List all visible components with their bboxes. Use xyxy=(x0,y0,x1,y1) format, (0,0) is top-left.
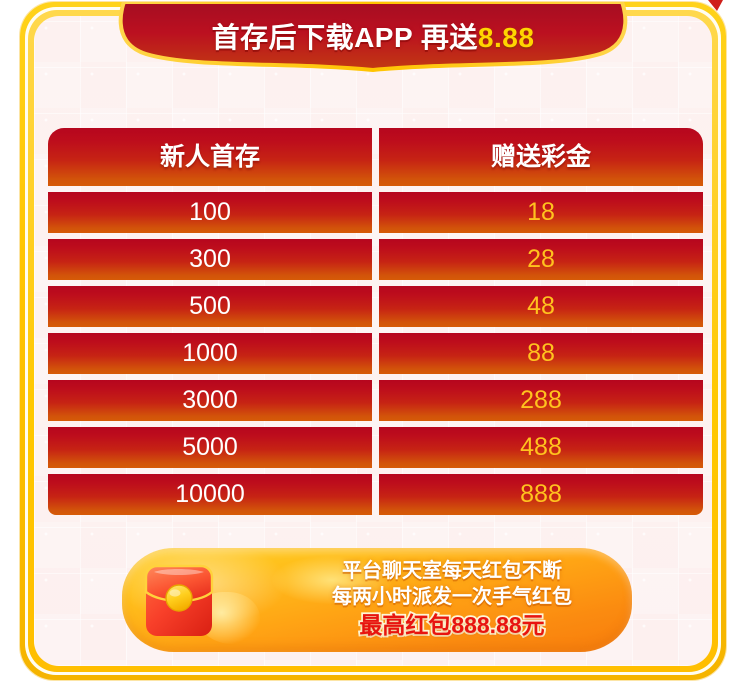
column-header-deposit: 新人首存 xyxy=(48,128,372,186)
cell-bonus: 488 xyxy=(379,427,703,468)
header-title-main: 首存后下载APP 再送 xyxy=(211,22,478,53)
promo-line-3: 最高红包888.88元 xyxy=(358,610,547,640)
header-title: 首存后下载APP 再送8.88 xyxy=(34,16,712,56)
prize-table: 新人首存 赠送彩金 100 18 300 28 500 48 1000 88 3… xyxy=(48,128,703,515)
cell-deposit: 500 xyxy=(48,286,372,327)
header-title-amount: 8.88 xyxy=(477,22,535,53)
cell-bonus: 888 xyxy=(379,474,703,515)
table-row: 300 28 xyxy=(48,239,703,280)
table-row: 500 48 xyxy=(48,286,703,327)
cell-deposit: 10000 xyxy=(48,474,372,515)
table-row: 3000 288 xyxy=(48,380,703,421)
cell-deposit: 5000 xyxy=(48,427,372,468)
red-envelope-icon xyxy=(138,558,224,644)
chatroom-promo-text: 平台聊天室每天红包不断 每两小时派发一次手气红包 最高红包888.88元 xyxy=(282,558,622,640)
cell-bonus: 288 xyxy=(379,380,703,421)
cell-bonus: 18 xyxy=(379,192,703,233)
promo-line-1: 平台聊天室每天红包不断 xyxy=(342,560,562,582)
cell-deposit: 3000 xyxy=(48,380,372,421)
promo-line-2: 每两小时派发一次手气红包 xyxy=(332,586,572,608)
cell-deposit: 100 xyxy=(48,192,372,233)
cell-bonus: 28 xyxy=(379,239,703,280)
cell-deposit: 1000 xyxy=(48,333,372,374)
column-header-bonus: 赠送彩金 xyxy=(379,128,703,186)
table-row: 10000 888 xyxy=(48,474,703,515)
header-ribbon: 首存后下载APP 再送8.88 xyxy=(34,2,712,80)
table-row: 1000 88 xyxy=(48,333,703,374)
table-header-row: 新人首存 赠送彩金 xyxy=(48,128,703,186)
cell-deposit: 300 xyxy=(48,239,372,280)
table-row: 5000 488 xyxy=(48,427,703,468)
cell-bonus: 88 xyxy=(379,333,703,374)
cell-bonus: 48 xyxy=(379,286,703,327)
chatroom-promo-banner: 平台聊天室每天红包不断 每两小时派发一次手气红包 最高红包888.88元 xyxy=(122,548,632,652)
table-row: 100 18 xyxy=(48,192,703,233)
corner-notch-icon xyxy=(708,0,723,11)
